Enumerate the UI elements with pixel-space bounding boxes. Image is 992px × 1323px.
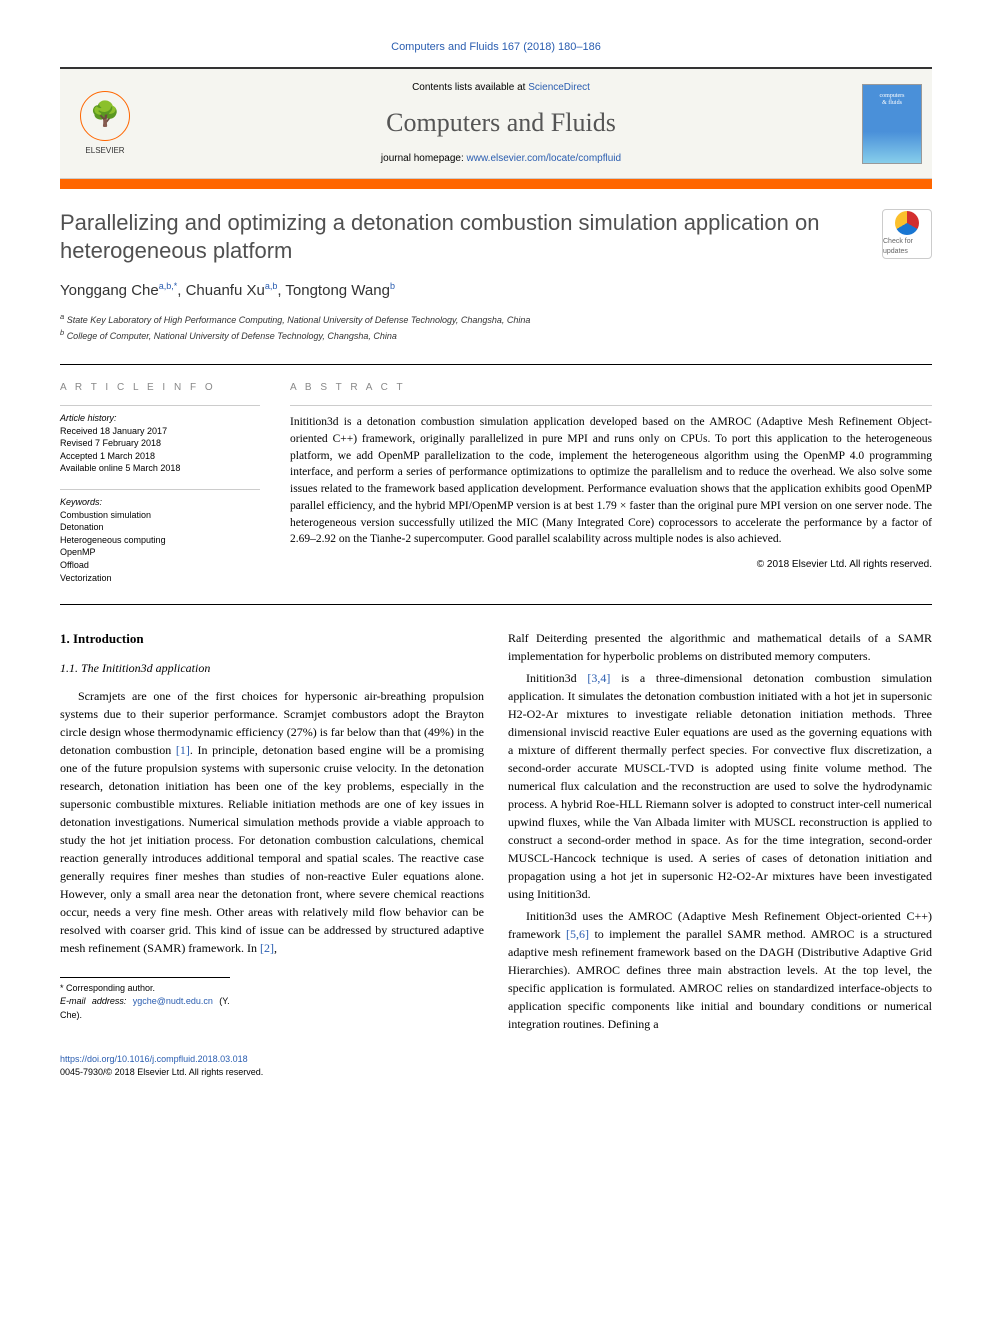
corresponding-author: * Corresponding author. (60, 982, 230, 996)
footnote-block: * Corresponding author. E-mail address: … (60, 977, 230, 1023)
footer: https://doi.org/10.1016/j.compfluid.2018… (60, 1053, 932, 1078)
publisher-name: ELSEVIER (85, 145, 124, 156)
accepted-date: Accepted 1 March 2018 (60, 450, 260, 463)
aff-b-text: College of Computer, National University… (67, 331, 397, 341)
column-right: Ralf Deiterding presented the algorithmi… (508, 629, 932, 1037)
col2-para-3: Initition3d uses the AMROC (Adaptive Mes… (508, 907, 932, 1033)
author-3: Tongtong Wang (285, 282, 390, 299)
contents-line: Contents lists available at ScienceDirec… (140, 81, 862, 95)
journal-cover-thumb: computers & fluids (862, 84, 922, 164)
cover-text-2: & fluids (882, 100, 902, 107)
abstract-block: A B S T R A C T Initition3d is a detonat… (290, 381, 932, 584)
aff-a-sup: a (60, 312, 64, 321)
affiliation-b: b College of Computer, National Universi… (60, 327, 932, 344)
journal-name: Computers and Fluids (140, 105, 862, 141)
author-2-sup: a,b (265, 281, 278, 291)
keywords-block: Keywords: Combustion simulation Detonati… (60, 489, 260, 584)
affiliations: a State Key Laboratory of High Performan… (60, 311, 932, 344)
keyword-6: Vectorization (60, 572, 260, 585)
col1-para-1: Scramjets are one of the first choices f… (60, 687, 484, 957)
contents-prefix: Contents lists available at (412, 82, 528, 93)
column-left: 1. Introduction 1.1. The Initition3d app… (60, 629, 484, 1037)
keyword-2: Detonation (60, 521, 260, 534)
homepage-link[interactable]: www.elsevier.com/locate/compfluid (467, 153, 622, 164)
updates-badge-label: Check for updates (883, 237, 931, 257)
author-1-sup: a,b,* (159, 281, 178, 291)
revised-date: Revised 7 February 2018 (60, 437, 260, 450)
aff-b-sup: b (60, 328, 64, 337)
history-label: Article history: (60, 412, 260, 425)
article-info-block: A R T I C L E I N F O Article history: R… (60, 381, 260, 584)
abstract-heading: A B S T R A C T (290, 381, 932, 396)
journal-header-bar: 🌳 ELSEVIER Contents lists available at S… (60, 67, 932, 178)
article-info-heading: A R T I C L E I N F O (60, 381, 260, 395)
authors-line: Yonggang Chea,b,*, Chuanfu Xua,b, Tongto… (60, 280, 932, 301)
keyword-3: Heterogeneous computing (60, 534, 260, 547)
aff-a-text: State Key Laboratory of High Performance… (67, 315, 531, 325)
body-columns: 1. Introduction 1.1. The Initition3d app… (60, 629, 932, 1037)
col2-para-2: Initition3d [3,4] is a three-dimensional… (508, 669, 932, 903)
received-date: Received 18 January 2017 (60, 425, 260, 438)
homepage-prefix: journal homepage: (381, 153, 467, 164)
author-2: Chuanfu Xu (186, 282, 265, 299)
issn-copyright: 0045-7930/© 2018 Elsevier Ltd. All right… (60, 1066, 932, 1079)
author-1: Yonggang Che (60, 282, 159, 299)
check-updates-badge[interactable]: Check for updates (882, 209, 932, 259)
article-title: Parallelizing and optimizing a detonatio… (60, 209, 862, 266)
keyword-5: Offload (60, 559, 260, 572)
subsection-1-1-heading: 1.1. The Initition3d application (60, 659, 484, 677)
cover-text-1: computers (880, 93, 905, 100)
available-date: Available online 5 March 2018 (60, 462, 260, 475)
header-citation: Computers and Fluids 167 (2018) 180–186 (60, 40, 932, 55)
keyword-4: OpenMP (60, 546, 260, 559)
history-block: Article history: Received 18 January 201… (60, 405, 260, 475)
elsevier-tree-icon: 🌳 (80, 91, 130, 141)
abstract-text: Initition3d is a detonation combustion s… (290, 414, 932, 547)
orange-divider (60, 179, 932, 189)
affiliation-a: a State Key Laboratory of High Performan… (60, 311, 932, 328)
section-1-heading: 1. Introduction (60, 629, 484, 649)
elsevier-logo: 🌳 ELSEVIER (70, 84, 140, 164)
top-divider (60, 364, 932, 365)
keywords-label: Keywords: (60, 496, 260, 509)
sciencedirect-link[interactable]: ScienceDirect (528, 82, 590, 93)
abstract-copyright: © 2018 Elsevier Ltd. All rights reserved… (290, 558, 932, 573)
homepage-line: journal homepage: www.elsevier.com/locat… (140, 152, 862, 166)
mid-divider (60, 604, 932, 605)
keyword-1: Combustion simulation (60, 509, 260, 522)
email-label: E-mail address: (60, 996, 126, 1006)
crossmark-icon (895, 211, 919, 235)
col2-para-1: Ralf Deiterding presented the algorithmi… (508, 629, 932, 665)
doi-link[interactable]: https://doi.org/10.1016/j.compfluid.2018… (60, 1054, 248, 1064)
author-3-sup: b (390, 281, 395, 291)
author-email-link[interactable]: ygche@nudt.edu.cn (133, 996, 213, 1006)
